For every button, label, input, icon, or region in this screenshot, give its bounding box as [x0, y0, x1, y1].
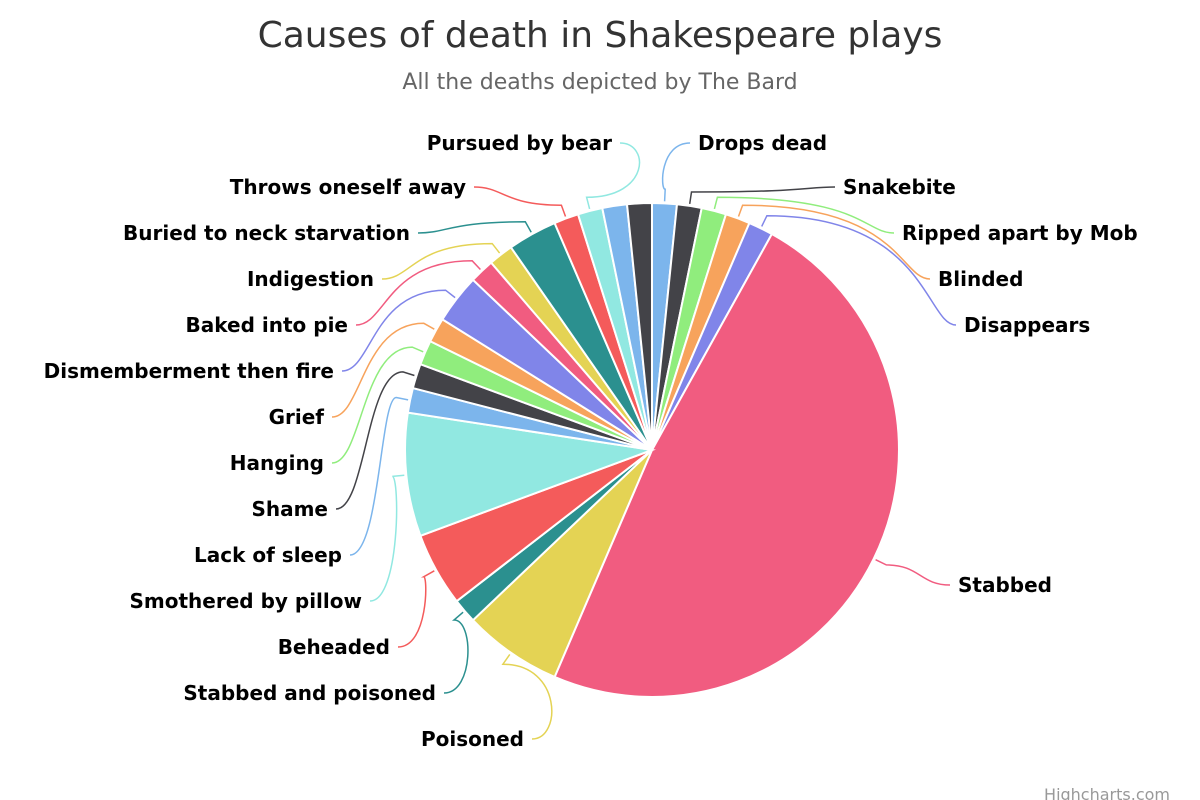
- label-connector: [875, 559, 951, 586]
- label-connector: [761, 214, 957, 326]
- slice-labels: Drops dead Snakebite Ripped apart by Mob Bl…: [44, 131, 1138, 751]
- slice-label: Blinded: [938, 267, 1023, 291]
- slice-label: Drops dead: [698, 131, 827, 155]
- label-connector: [417, 221, 532, 234]
- label-connector: [335, 371, 415, 510]
- slice-label: Snakebite: [843, 175, 956, 199]
- slice-label: Shame: [251, 497, 328, 521]
- slice-label: Indigestion: [247, 267, 374, 291]
- label-connector: [397, 570, 435, 648]
- credits-link[interactable]: Highcharts.com: [1044, 785, 1170, 800]
- label-connector: [473, 186, 567, 217]
- label-connector: [369, 474, 405, 602]
- slice-label: Lack of sleep: [194, 543, 342, 567]
- chart-subtitle: All the deaths depicted by The Bard: [402, 70, 797, 95]
- label-connector: [661, 142, 691, 202]
- slice-label: Dismemberment then fire: [44, 359, 334, 383]
- label-connector: [501, 653, 553, 740]
- pie-slice[interactable]: [625, 201, 653, 451]
- slice-label: Stabbed and poisoned: [183, 681, 436, 705]
- slice-label: Disappears: [964, 313, 1090, 337]
- label-connector: [713, 196, 895, 234]
- slice-label: Poisoned: [421, 727, 524, 751]
- slice-label: Pursued by bear: [427, 131, 612, 155]
- label-connector: [688, 186, 836, 205]
- label-connector: [331, 346, 424, 464]
- slice-label: Throws oneself away: [230, 175, 466, 199]
- pie-slices: [404, 201, 900, 698]
- slice-label: Baked into pie: [186, 313, 348, 337]
- label-connector: [585, 142, 641, 210]
- label-connector: [443, 611, 469, 694]
- slice-label: Buried to neck starvation: [123, 221, 410, 245]
- slice-label: Ripped apart by Mob: [902, 221, 1138, 245]
- pie-slice[interactable]: [404, 411, 656, 538]
- slice-label: Grief: [269, 405, 325, 429]
- slice-label: Beheaded: [278, 635, 390, 659]
- label-connector: [331, 322, 435, 418]
- pie-slice[interactable]: [553, 232, 900, 698]
- label-connector: [355, 260, 481, 326]
- slice-label: Hanging: [230, 451, 324, 475]
- label-connectors: [331, 142, 957, 740]
- chart-title: Causes of death in Shakespeare plays: [258, 15, 943, 56]
- label-connector: [341, 289, 456, 372]
- label-connector: [381, 242, 501, 280]
- label-connector: [737, 204, 931, 280]
- slice-label: Stabbed: [958, 573, 1052, 597]
- slice-label: Smothered by pillow: [130, 589, 362, 613]
- label-connector: [349, 396, 409, 556]
